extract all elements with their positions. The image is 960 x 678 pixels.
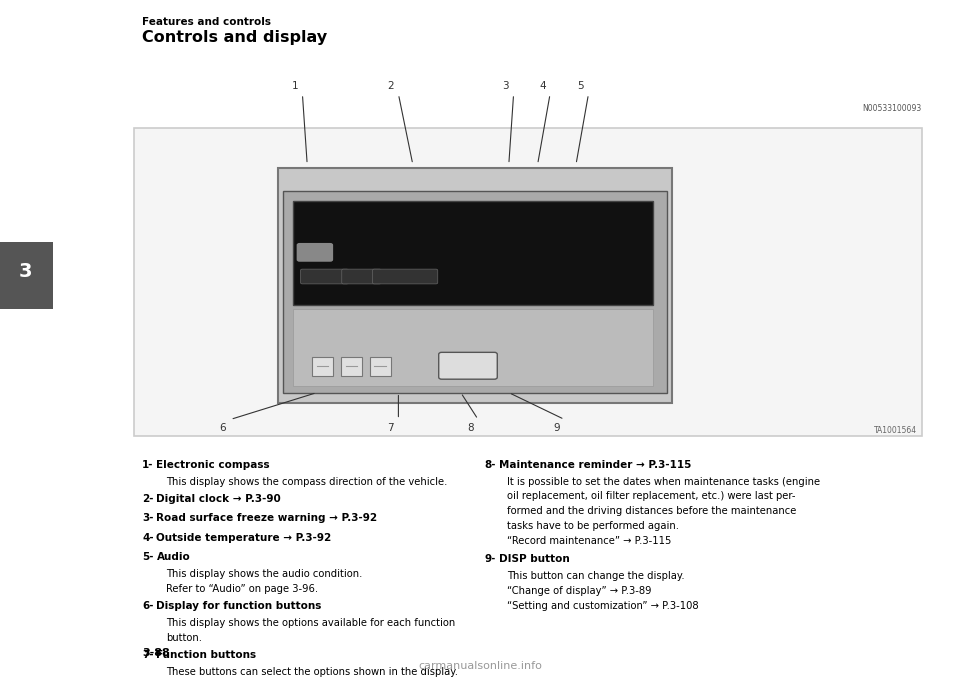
FancyBboxPatch shape — [300, 269, 348, 284]
Text: This button can change the display.: This button can change the display. — [507, 571, 684, 581]
Text: TRACK: TRACK — [376, 245, 396, 250]
Text: BRIGHT: BRIGHT — [376, 271, 396, 275]
Text: Outside temperature → P.3-92: Outside temperature → P.3-92 — [156, 533, 332, 543]
Text: 1: 1 — [292, 81, 298, 91]
Text: OUTSIDE: OUTSIDE — [542, 208, 570, 213]
Text: CD: CD — [302, 245, 318, 255]
Text: Road surface freeze warning → P.3-92: Road surface freeze warning → P.3-92 — [156, 513, 377, 523]
Bar — [134, 127, 922, 436]
Text: ': ' — [478, 239, 481, 250]
Text: Refer to “Audio” on page 3-96.: Refer to “Audio” on page 3-96. — [166, 584, 318, 594]
Text: “Change of display” → P.3-89: “Change of display” → P.3-89 — [507, 586, 652, 596]
Text: 12: 12 — [456, 243, 475, 257]
Text: N: N — [302, 225, 312, 235]
Text: 4-: 4- — [142, 533, 154, 543]
FancyBboxPatch shape — [372, 269, 438, 284]
Text: Controls and display: Controls and display — [142, 31, 327, 45]
Text: 6: 6 — [363, 245, 371, 255]
Text: Display for function buttons: Display for function buttons — [156, 601, 322, 612]
Text: 34: 34 — [486, 243, 505, 257]
Text: ❄: ❄ — [446, 273, 454, 283]
FancyBboxPatch shape — [439, 353, 497, 379]
Text: 12: 12 — [408, 245, 422, 255]
Bar — [341, 357, 362, 376]
Text: 4: 4 — [540, 81, 545, 91]
Text: MIN: MIN — [346, 271, 356, 275]
Bar — [278, 167, 672, 403]
Bar — [293, 201, 653, 305]
Text: formed and the driving distances before the maintenance: formed and the driving distances before … — [507, 506, 796, 516]
Text: 8: 8 — [468, 423, 473, 433]
Text: carmanualsonline.info: carmanualsonline.info — [418, 661, 542, 671]
Text: Digital clock → P.3-90: Digital clock → P.3-90 — [156, 494, 281, 504]
Text: 7-: 7- — [142, 650, 154, 660]
Bar — [293, 308, 653, 386]
Text: DISC: DISC — [336, 245, 351, 250]
Text: “Record maintenance” → P.3-115: “Record maintenance” → P.3-115 — [507, 536, 671, 546]
Text: oil replacement, oil filter replacement, etc.) were last per-: oil replacement, oil filter replacement,… — [507, 492, 796, 501]
Text: button.: button. — [166, 633, 203, 643]
Text: 2: 2 — [388, 81, 394, 91]
Text: HOUR: HOUR — [304, 271, 321, 275]
Text: Features and controls: Features and controls — [142, 17, 271, 26]
Text: COMPASS: COMPASS — [302, 208, 332, 213]
Text: Audio: Audio — [156, 553, 190, 562]
Text: DISP: DISP — [455, 358, 480, 367]
Text: TIME: TIME — [430, 245, 445, 250]
Bar — [370, 357, 391, 376]
Text: Electronic compass: Electronic compass — [156, 460, 270, 470]
FancyBboxPatch shape — [0, 241, 53, 308]
Text: 10°F: 10°F — [562, 225, 590, 235]
Text: tasks have to be performed again.: tasks have to be performed again. — [507, 521, 679, 531]
Text: This display shows the compass direction of the vehicle.: This display shows the compass direction… — [166, 477, 447, 487]
Text: 2-: 2- — [142, 494, 154, 504]
Text: TA1001564: TA1001564 — [874, 426, 917, 435]
Text: Maintenance reminder → P.3-115: Maintenance reminder → P.3-115 — [499, 460, 691, 470]
Bar — [283, 191, 667, 393]
Text: 3-88: 3-88 — [142, 647, 170, 658]
FancyBboxPatch shape — [297, 243, 333, 262]
Text: 10:10: 10:10 — [379, 207, 459, 231]
Text: This display shows the options available for each function: This display shows the options available… — [166, 618, 455, 628]
Text: DISP button: DISP button — [499, 555, 570, 564]
Text: 9-: 9- — [485, 555, 496, 564]
Text: N00533100093: N00533100093 — [862, 104, 922, 113]
Text: Function buttons: Function buttons — [156, 650, 256, 660]
Text: It is possible to set the dates when maintenance tasks (engine: It is possible to set the dates when mai… — [507, 477, 820, 487]
Text: These buttons can select the options shown in the display.: These buttons can select the options sho… — [166, 667, 458, 677]
Text: 6: 6 — [220, 423, 226, 433]
Text: 9: 9 — [554, 423, 560, 433]
Bar — [312, 357, 333, 376]
Text: This display shows the audio condition.: This display shows the audio condition. — [166, 569, 363, 579]
Text: 3-: 3- — [142, 513, 154, 523]
Text: 3: 3 — [19, 262, 33, 281]
Text: 6-: 6- — [142, 601, 154, 612]
Text: 5: 5 — [578, 81, 584, 91]
Text: “Setting and customization” → P.3-108: “Setting and customization” → P.3-108 — [507, 601, 699, 611]
Text: 8-: 8- — [485, 460, 496, 470]
FancyBboxPatch shape — [342, 269, 381, 284]
Text: 3: 3 — [503, 81, 509, 91]
Text: 5-: 5- — [142, 553, 154, 562]
Text: ❄: ❄ — [545, 223, 553, 233]
Text: 1-: 1- — [142, 460, 154, 470]
Text: 7: 7 — [388, 423, 394, 433]
